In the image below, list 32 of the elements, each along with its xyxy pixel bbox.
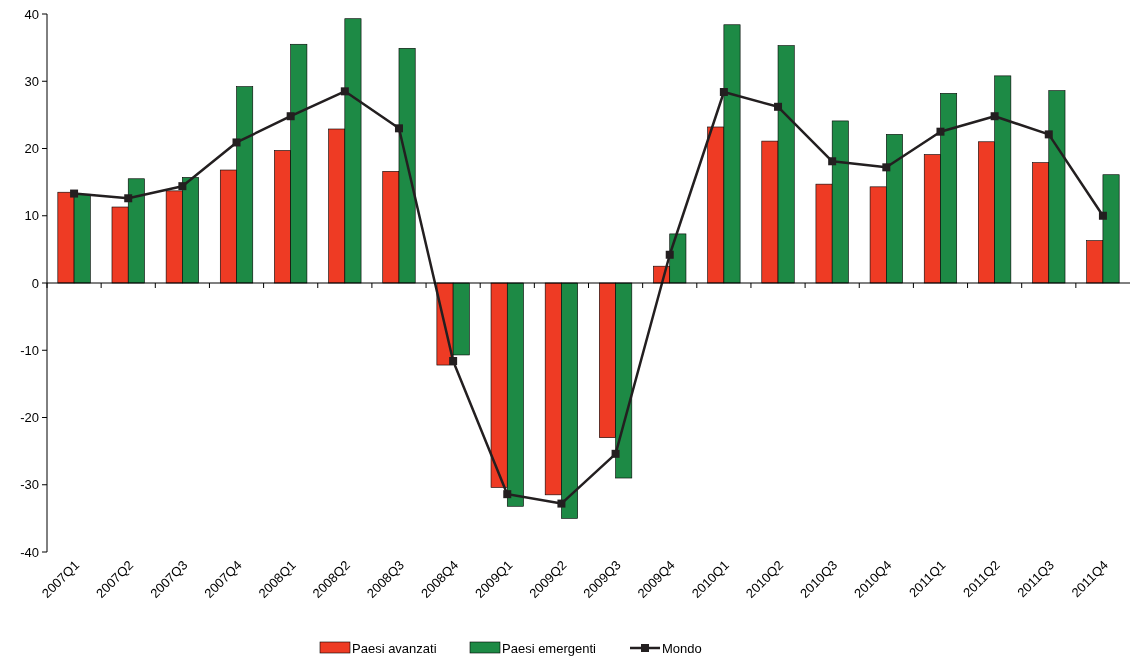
y-tick-label: 40 [24, 6, 39, 22]
legend-label: Paesi emergenti [502, 641, 597, 656]
point [124, 194, 133, 203]
y-tick-label: 10 [24, 208, 39, 224]
point [990, 112, 999, 121]
point [503, 490, 512, 499]
y-tick-label: 30 [24, 73, 39, 89]
point [449, 357, 458, 366]
point [557, 499, 566, 508]
y-tick-label: -30 [20, 477, 39, 493]
point [232, 138, 241, 147]
y-tick-label: -40 [20, 544, 39, 560]
y-tick-label: -10 [20, 342, 39, 358]
point [774, 102, 783, 111]
y-tick-label: -20 [20, 410, 39, 426]
legend-label: Paesi avanzati [352, 641, 437, 656]
point [1098, 211, 1107, 220]
y-tick-label: 0 [31, 275, 39, 291]
point [394, 124, 403, 133]
point [1044, 130, 1053, 139]
point [719, 88, 728, 97]
y-tick-label: 20 [24, 141, 39, 157]
point [70, 189, 79, 198]
point [178, 182, 187, 191]
legend-label: Mondo [662, 641, 702, 656]
point [340, 87, 349, 96]
point [882, 163, 891, 172]
point [286, 112, 295, 121]
point [665, 250, 674, 259]
point [611, 449, 620, 458]
point [936, 127, 945, 136]
point [828, 157, 837, 166]
